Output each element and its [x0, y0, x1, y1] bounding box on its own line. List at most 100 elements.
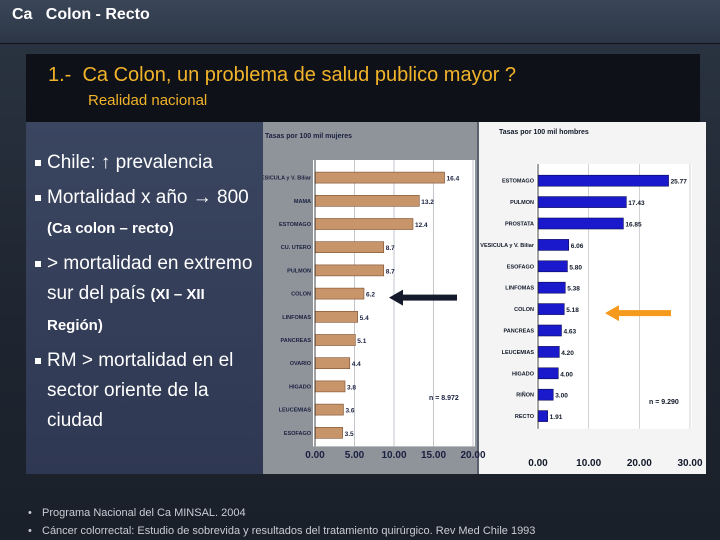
- bar: [314, 380, 346, 393]
- category-label: VESICULA y V. Biliar: [480, 243, 535, 249]
- bar: [314, 218, 414, 230]
- x-tick-label: 20.00: [627, 458, 652, 469]
- category-label: MAMA: [294, 199, 311, 205]
- value-label: 3.6: [345, 408, 354, 415]
- value-label: 8.7: [386, 268, 395, 275]
- value-label: 5.18: [566, 307, 579, 314]
- footnotes: Programa Nacional del Ca MINSAL. 2004 Cá…: [28, 504, 708, 540]
- bar: [314, 264, 385, 277]
- value-label: 12.4: [415, 222, 428, 229]
- value-label: 4.00: [560, 371, 573, 378]
- x-tick-label: 10.00: [381, 450, 406, 461]
- bar: [537, 303, 565, 315]
- x-tick-label: 10.00: [576, 458, 601, 469]
- arrow-shaft: [401, 294, 457, 301]
- bar: [537, 324, 562, 337]
- bar: [537, 174, 669, 187]
- bar: [537, 367, 559, 380]
- category-label: LINFOMAS: [282, 315, 311, 321]
- bar: [314, 195, 420, 207]
- arrow-left-icon: [389, 289, 403, 306]
- plot-area: [536, 164, 692, 429]
- men-chart: Tasas por 100 mil hombres 0.00 10.00 20.00 3…: [480, 129, 703, 469]
- bullet-item: Mortalidad x año → 800 (Ca colon – recto…: [34, 183, 262, 244]
- value-label: 25.77: [671, 179, 688, 186]
- category-label: PROSTATA: [505, 222, 534, 228]
- bar: [537, 196, 627, 208]
- category-label: COLON: [291, 292, 311, 298]
- category-label: PULMON: [287, 268, 311, 274]
- value-label: 5.38: [567, 286, 580, 293]
- value-label: 1.91: [550, 414, 563, 421]
- bullet-list: Chile: ↑ prevalencia Mortalidad x año → …: [34, 148, 262, 441]
- category-label: CU. UTERO: [281, 245, 312, 251]
- category-label: PANCREAS: [281, 338, 312, 344]
- category-label: LEUCEMIAS: [279, 408, 312, 414]
- bar: [314, 357, 351, 369]
- bar: [314, 171, 445, 184]
- value-label: 5.1: [357, 338, 366, 345]
- bar: [537, 239, 570, 251]
- value-label: 4.20: [561, 350, 574, 357]
- value-label: 5.80: [569, 264, 582, 271]
- main-title: 1.- Ca Colon, un problema de salud publi…: [48, 64, 517, 86]
- sample-size-label: n = 9.290: [649, 399, 679, 406]
- bullet-panel: Chile: ↑ prevalencia Mortalidad x año → …: [26, 122, 264, 474]
- value-label: 16.4: [447, 176, 460, 183]
- category-label: PANCREAS: [504, 329, 535, 335]
- value-label: 4.63: [563, 329, 576, 336]
- bullet-text: Chile: ↑ prevalencia: [47, 152, 213, 173]
- bullet-note: (XI – XII Región): [47, 286, 205, 334]
- bullet-text: > mortalidad en extremo sur del país: [47, 253, 253, 304]
- x-tick-label: 30.00: [677, 458, 702, 469]
- x-tick-label: 15.00: [421, 450, 446, 461]
- bar: [314, 241, 385, 253]
- x-tick-label: 5.00: [345, 450, 365, 461]
- bar: [537, 281, 566, 294]
- sample-size-label: n = 8.972: [429, 395, 459, 402]
- bullet-note: (Ca colon – recto): [47, 220, 174, 237]
- arrow-left-icon: [605, 305, 619, 322]
- bar: [537, 410, 548, 422]
- bar: [314, 334, 356, 346]
- category-label: OVARIO: [290, 361, 312, 367]
- value-label: 4.4: [352, 361, 361, 368]
- x-tick-label: 20.00: [460, 450, 485, 461]
- value-label: 16.85: [625, 222, 642, 229]
- category-label: HIGADO: [512, 371, 535, 377]
- women-chart: Tasas por 100 mil mujeres 0.00 5.00 10.00 15…: [257, 133, 486, 461]
- bullet-item: Chile: ↑ prevalencia: [34, 148, 262, 178]
- category-label: COLON: [514, 307, 534, 313]
- bar: [537, 346, 560, 358]
- footnote: Programa Nacional del Ca MINSAL. 2004: [28, 504, 708, 522]
- bar: [314, 287, 365, 300]
- value-label: 3.00: [555, 393, 568, 400]
- category-label: PULMON: [510, 200, 534, 206]
- category-label: RECTO: [515, 414, 535, 420]
- title-box: 1.- Ca Colon, un problema de salud publi…: [26, 54, 700, 122]
- sub-title: Realidad nacional: [88, 92, 208, 109]
- value-label: 5.4: [360, 315, 369, 322]
- value-label: 8.7: [386, 245, 395, 252]
- header-bar: Ca Colon - Recto: [0, 0, 720, 44]
- chart-panel: Tasas por 100 mil mujeres 0.00 5.00 10.00 15…: [257, 122, 706, 474]
- value-label: 6.2: [366, 292, 375, 299]
- category-label: ESOFAGO: [284, 431, 312, 437]
- category-label: ESTOMAGO: [502, 179, 535, 185]
- bar: [314, 426, 343, 439]
- charts-svg: Tasas por 100 mil mujeres 0.00 5.00 10.00 15…: [257, 122, 706, 474]
- x-tick-label: 0.00: [528, 458, 548, 469]
- category-label: LEUCEMIAS: [502, 350, 535, 356]
- footnote: Cáncer colorrectal: Estudio de sobrevida…: [28, 522, 708, 540]
- bar: [537, 260, 568, 273]
- value-label: 13.2: [421, 199, 434, 206]
- bullet-item: > mortalidad en extremo sur del país (XI…: [34, 249, 262, 341]
- bar: [314, 403, 344, 416]
- bar: [537, 217, 624, 230]
- value-label: 3.5: [345, 431, 354, 438]
- header-title: Ca Colon - Recto: [12, 6, 150, 23]
- bullet-text: RM > mortalidad en el sector oriente de …: [47, 350, 234, 431]
- category-label: ESOFAGO: [507, 264, 535, 270]
- bullet-text: Mortalidad x año → 800: [47, 187, 249, 208]
- category-label: VESICULA y V. Biliar: [263, 176, 312, 182]
